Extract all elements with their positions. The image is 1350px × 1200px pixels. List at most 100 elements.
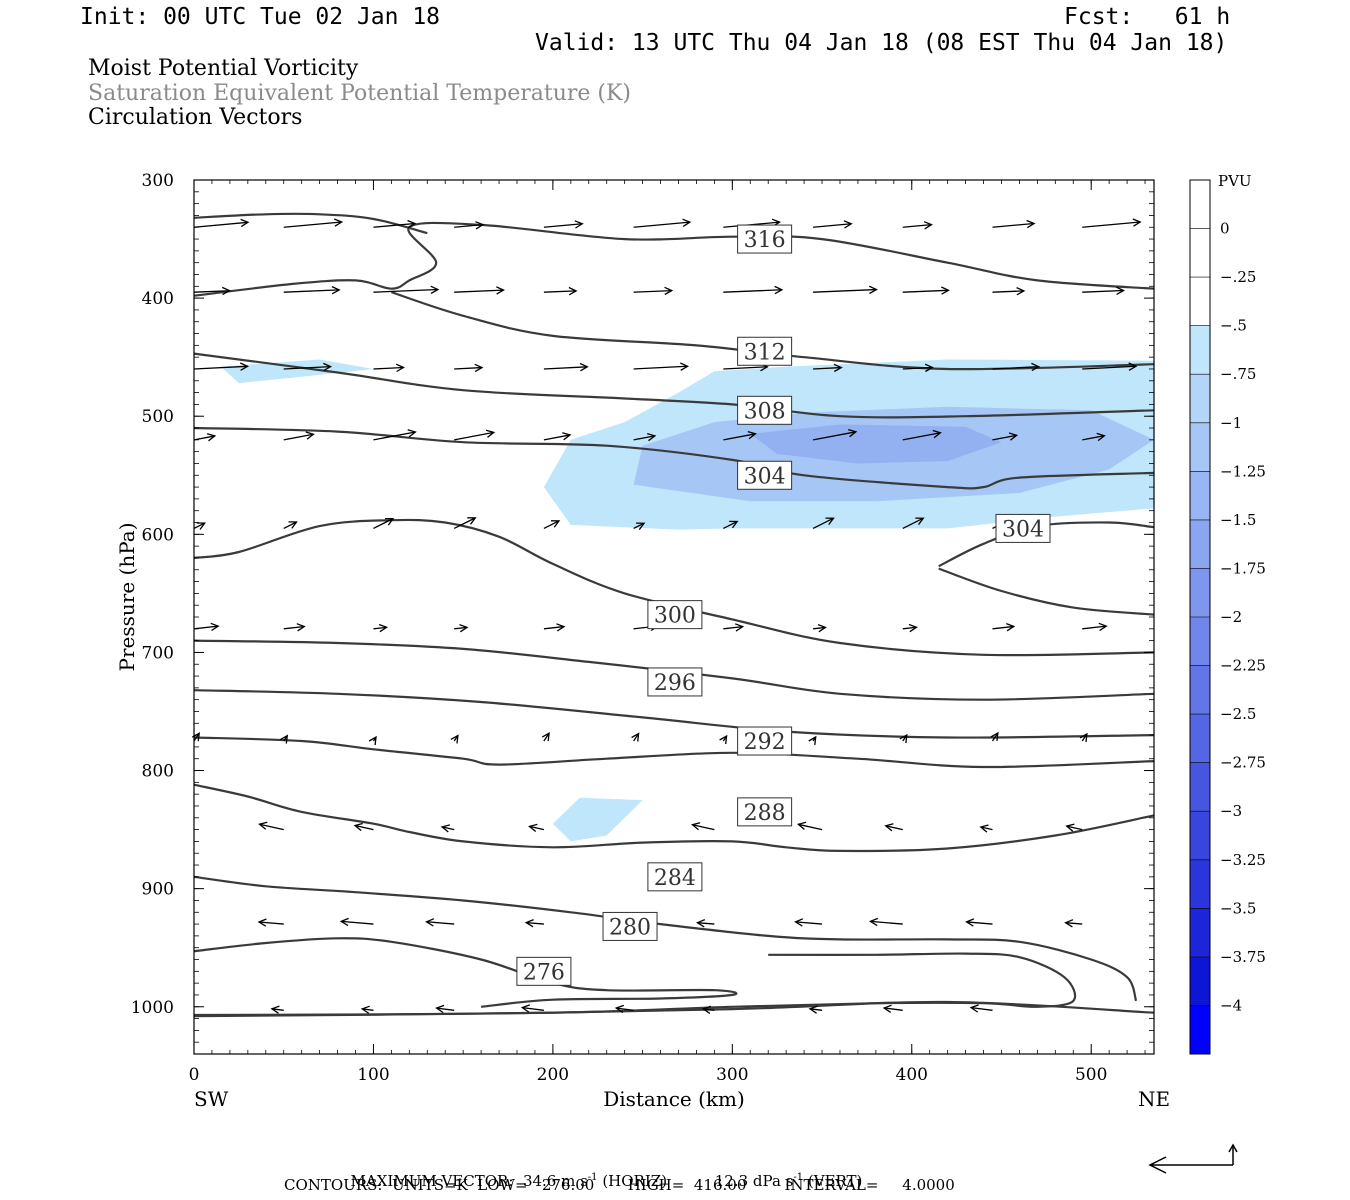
svg-text:316: 316 — [744, 228, 786, 253]
vector-arrow-71 — [719, 734, 728, 745]
colorbar-box — [1190, 277, 1210, 326]
vector-arrow-89 — [695, 919, 715, 928]
vector-arrow-69 — [541, 732, 550, 742]
vector-arrow-4 — [543, 220, 584, 229]
colorbar-box — [1190, 422, 1210, 472]
vector-arrow-85 — [257, 918, 284, 927]
vector-arrow-57 — [454, 623, 469, 633]
vector-arrow-58 — [543, 623, 566, 632]
vector-arrow-14 — [454, 286, 506, 295]
y-tick-label: 300 — [142, 171, 174, 191]
theta-e-line-7 — [938, 567, 1155, 616]
vector-arrow-51 — [812, 517, 835, 530]
theta-e-line-14 — [193, 952, 1077, 1018]
theta-e-line-11 — [193, 783, 1155, 853]
x-tick-label: 300 — [716, 1065, 748, 1085]
colorbar-label: −1 — [1220, 414, 1242, 432]
colorbar-box — [1190, 1005, 1210, 1054]
contour-label-9: 284 — [647, 862, 703, 892]
vert-tail: (VERT) — [807, 1172, 863, 1190]
colorbar-box-top — [1190, 180, 1210, 229]
vector-arrow-52 — [902, 517, 925, 530]
vector-arrow-94 — [270, 1005, 284, 1014]
vector-arrow-60 — [723, 623, 745, 632]
vector-arrow-50 — [723, 520, 739, 530]
svg-text:308: 308 — [744, 399, 786, 424]
theta-e-line-5 — [193, 518, 1155, 657]
max-vector-label: MAXIMUM VECTOR: — [350, 1172, 514, 1190]
y-tick-label: 1000 — [131, 998, 174, 1018]
horiz-value: 34.6 m s — [522, 1172, 588, 1190]
vector-arrow-62 — [902, 623, 918, 633]
svg-text:312: 312 — [744, 340, 786, 365]
colorbar-label: −.5 — [1220, 317, 1247, 335]
reference-vector-icon — [1148, 1143, 1238, 1174]
vector-arrow-11 — [193, 286, 231, 296]
y-tick-label: 600 — [142, 525, 174, 545]
theta-e-line-9 — [193, 689, 1155, 739]
theta-e-line-10 — [193, 736, 1155, 769]
vector-arrow-66 — [279, 734, 289, 744]
max-vector-line: MAXIMUM VECTOR: 34.6 m s-1 (HORIZ) 12.3 … — [341, 1158, 863, 1190]
vector-arrow-84 — [1065, 823, 1083, 832]
vector-arrow-64 — [1082, 622, 1108, 632]
vector-arrow-75 — [1079, 732, 1088, 742]
vector-arrow-55 — [283, 623, 306, 632]
vert-value: 12.3 dPa s — [714, 1172, 794, 1190]
colorbar-label: −3.5 — [1220, 899, 1256, 917]
contour-label-8: 288 — [737, 797, 793, 827]
vector-arrow-29 — [813, 363, 843, 373]
contour-label-4: 304 — [995, 513, 1051, 543]
vector-arrow-20 — [992, 287, 1026, 296]
svg-text:296: 296 — [654, 671, 696, 696]
vector-arrow-88 — [524, 918, 544, 928]
x-right-label: NE — [1138, 1087, 1170, 1111]
vector-arrow-25 — [454, 363, 484, 373]
x-tick-label: 200 — [537, 1065, 569, 1085]
vector-arrow-98 — [614, 1004, 634, 1014]
theta-e-line-13 — [193, 937, 738, 1008]
colorbar-label: −3.25 — [1220, 851, 1266, 869]
contour-label-11: 276 — [516, 956, 572, 986]
x-tick-label: 500 — [1075, 1065, 1107, 1085]
valid-time: Valid: 13 UTC Thu 04 Jan 18 (08 EST Thu … — [535, 30, 1228, 56]
vector-arrow-42 — [992, 432, 1019, 441]
x-left-label: SW — [194, 1087, 229, 1111]
colorbar-label: −2.5 — [1220, 705, 1256, 723]
vector-arrow-36 — [454, 429, 496, 441]
vector-arrow-67 — [368, 735, 377, 746]
vector-arrow-26 — [543, 362, 589, 372]
y-axis-label: Pressure (hPa) — [115, 523, 139, 672]
vector-arrow-32 — [1082, 362, 1138, 371]
colorbar-box — [1190, 568, 1210, 617]
svg-text:284: 284 — [654, 866, 696, 891]
contour-label-10: 280 — [602, 911, 658, 941]
colorbar-box — [1190, 325, 1210, 375]
x-tick-label: 100 — [357, 1065, 389, 1085]
field-title-theta-e: Saturation Equivalent Potential Temperat… — [88, 81, 631, 106]
y-tick-label: 400 — [142, 289, 174, 309]
vector-arrow-47 — [453, 517, 477, 530]
vector-arrow-3 — [454, 221, 485, 230]
vector-arrow-40 — [812, 428, 858, 441]
vector-arrow-63 — [992, 622, 1016, 632]
pv-region-0 — [220, 359, 374, 384]
vector-arrow-91 — [868, 917, 903, 927]
svg-text:276: 276 — [523, 960, 565, 985]
vector-arrow-22 — [193, 362, 250, 371]
colorbar: PVU 0 −.25 −.5 −.75 −1 −1.25 −1.5 −1.75 −2 −2.25 −2… — [1189, 172, 1266, 1055]
vector-arrow-73 — [899, 733, 908, 744]
y-tick-label: 900 — [142, 880, 174, 900]
vector-arrow-99 — [701, 1005, 715, 1014]
vector-arrow-44 — [193, 522, 206, 530]
vector-arrow-34 — [283, 431, 315, 441]
colorbar-label: −1.75 — [1220, 559, 1266, 577]
vector-arrow-72 — [808, 735, 817, 746]
contour-label-2: 308 — [737, 395, 793, 425]
vector-arrow-35 — [373, 429, 417, 441]
colorbar-box — [1190, 956, 1210, 1006]
x-tick-label: 400 — [896, 1065, 928, 1085]
vector-arrow-21 — [1082, 286, 1126, 295]
vector-arrow-38 — [633, 432, 657, 442]
field-title-pv: Moist Potential Vorticity — [88, 56, 359, 81]
